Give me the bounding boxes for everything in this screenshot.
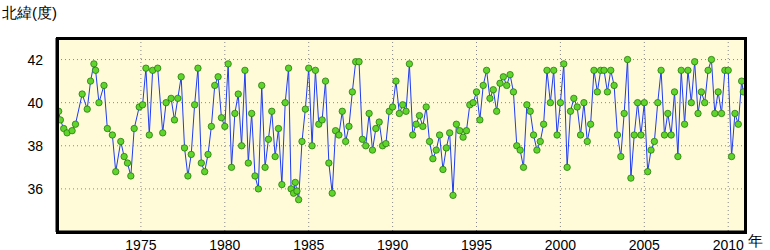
svg-text:38: 38 <box>27 138 43 154</box>
svg-text:1985: 1985 <box>293 237 324 250</box>
svg-text:40: 40 <box>27 95 43 111</box>
svg-text:2010: 2010 <box>713 237 744 250</box>
svg-text:1975: 1975 <box>125 237 156 250</box>
svg-text:2005: 2005 <box>629 237 660 250</box>
html-text:北緯(度): 北緯(度) <box>2 4 57 21</box>
svg-text:42: 42 <box>27 52 43 68</box>
svg-text:2000: 2000 <box>545 237 576 250</box>
svg-text:1980: 1980 <box>209 237 240 250</box>
svg-text:1990: 1990 <box>377 237 408 250</box>
svg-text:36: 36 <box>27 181 43 197</box>
svg-text:1995: 1995 <box>461 237 492 250</box>
html-text:年: 年 <box>748 232 763 249</box>
